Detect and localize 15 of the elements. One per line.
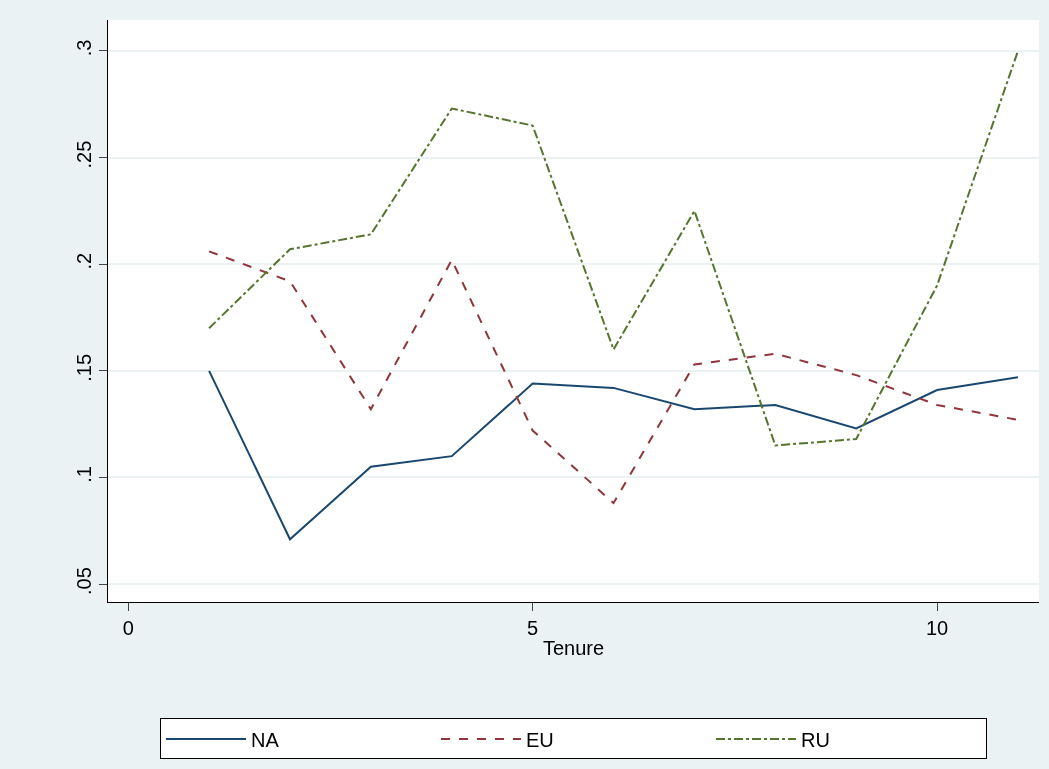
y-tick-label: .15	[73, 353, 95, 382]
x-tick-label: 5	[527, 617, 539, 639]
x-tick-label: 0	[122, 617, 134, 639]
legend-label: NA	[251, 728, 280, 751]
line-series	[208, 369, 1019, 541]
legend-label: RU	[801, 728, 830, 751]
y-tick-label: .25	[73, 140, 95, 169]
line-series	[208, 250, 1019, 505]
y-tick-label: .05	[73, 567, 95, 595]
y-tick-label: .2	[73, 252, 95, 270]
y-tick-label: .1	[73, 466, 95, 483]
x-tick-label: 10	[925, 617, 949, 639]
x-axis-title: Tenure	[542, 636, 605, 659]
y-tick-label: .3	[73, 39, 95, 57]
legend-label: EU	[526, 728, 554, 751]
